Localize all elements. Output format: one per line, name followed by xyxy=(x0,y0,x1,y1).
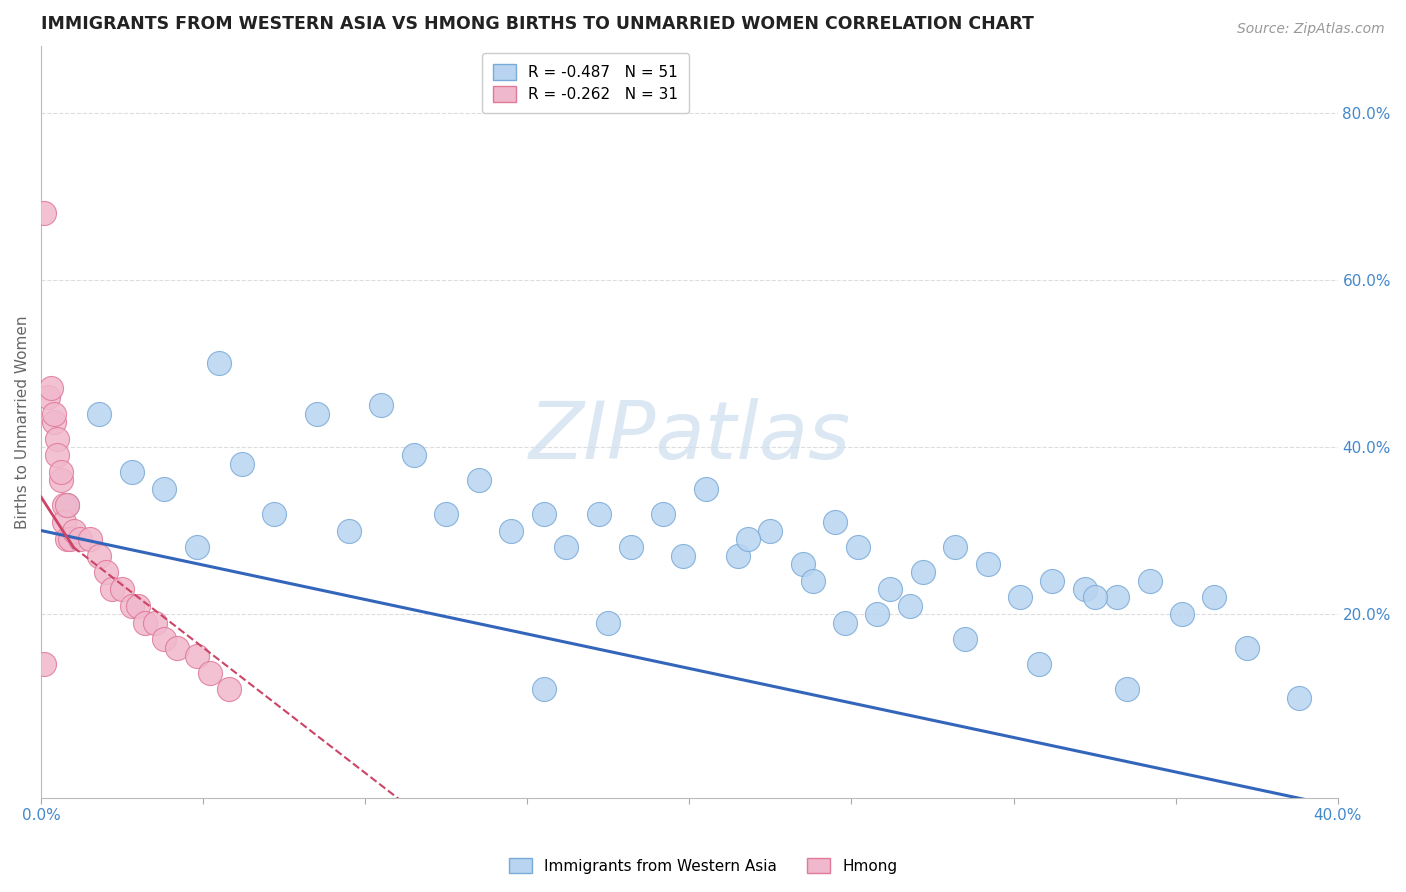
Point xyxy=(46,432,69,446)
Point xyxy=(1074,582,1097,596)
Point xyxy=(46,448,69,462)
Point xyxy=(533,682,555,697)
Point xyxy=(434,507,457,521)
Point xyxy=(801,574,824,588)
Point xyxy=(533,507,555,521)
Point xyxy=(672,549,695,563)
Point xyxy=(467,474,489,488)
Point xyxy=(127,599,149,613)
Point xyxy=(911,566,934,580)
Point xyxy=(166,640,188,655)
Y-axis label: Births to Unmarried Women: Births to Unmarried Women xyxy=(15,315,30,529)
Point xyxy=(846,541,869,555)
Point xyxy=(208,356,231,370)
Point xyxy=(89,407,111,421)
Point xyxy=(727,549,749,563)
Legend: Immigrants from Western Asia, Hmong: Immigrants from Western Asia, Hmong xyxy=(502,852,904,880)
Point xyxy=(652,507,675,521)
Point xyxy=(1204,591,1226,605)
Point xyxy=(1008,591,1031,605)
Point xyxy=(263,507,285,521)
Point xyxy=(337,524,360,538)
Point xyxy=(121,465,143,479)
Point xyxy=(134,615,156,630)
Point xyxy=(89,549,111,563)
Point xyxy=(42,407,65,421)
Point xyxy=(69,532,91,546)
Point xyxy=(59,532,82,546)
Point xyxy=(370,398,392,412)
Point xyxy=(737,532,759,546)
Point xyxy=(1116,682,1139,697)
Point xyxy=(759,524,782,538)
Point xyxy=(56,499,79,513)
Point xyxy=(34,657,56,672)
Point xyxy=(824,515,846,529)
Point xyxy=(101,582,124,596)
Point xyxy=(52,499,75,513)
Point xyxy=(1083,591,1105,605)
Point xyxy=(56,532,79,546)
Point xyxy=(1107,591,1129,605)
Point xyxy=(976,557,998,571)
Point xyxy=(1236,640,1258,655)
Point xyxy=(501,524,523,538)
Point xyxy=(588,507,610,521)
Point xyxy=(953,632,976,647)
Point xyxy=(598,615,620,630)
Point xyxy=(49,474,72,488)
Point xyxy=(943,541,966,555)
Point xyxy=(620,541,643,555)
Point xyxy=(34,206,56,220)
Point xyxy=(186,648,208,663)
Point xyxy=(79,532,101,546)
Point xyxy=(555,541,578,555)
Point xyxy=(153,632,176,647)
Point xyxy=(37,390,59,404)
Point xyxy=(898,599,921,613)
Point xyxy=(62,524,84,538)
Point xyxy=(121,599,143,613)
Point xyxy=(1288,690,1310,705)
Point xyxy=(1042,574,1064,588)
Point xyxy=(305,407,328,421)
Point xyxy=(94,566,117,580)
Point xyxy=(186,541,208,555)
Legend: R = -0.487   N = 51, R = -0.262   N = 31: R = -0.487 N = 51, R = -0.262 N = 31 xyxy=(482,54,689,112)
Point xyxy=(402,448,425,462)
Point xyxy=(1139,574,1161,588)
Point xyxy=(792,557,814,571)
Text: ZIPatlas: ZIPatlas xyxy=(529,398,851,476)
Point xyxy=(866,607,889,622)
Point xyxy=(879,582,901,596)
Text: Source: ZipAtlas.com: Source: ZipAtlas.com xyxy=(1237,22,1385,37)
Point xyxy=(1171,607,1194,622)
Text: IMMIGRANTS FROM WESTERN ASIA VS HMONG BIRTHS TO UNMARRIED WOMEN CORRELATION CHAR: IMMIGRANTS FROM WESTERN ASIA VS HMONG BI… xyxy=(41,15,1033,33)
Point xyxy=(49,465,72,479)
Point xyxy=(52,515,75,529)
Point xyxy=(231,457,253,471)
Point xyxy=(153,482,176,496)
Point xyxy=(198,665,221,680)
Point xyxy=(218,682,240,697)
Point xyxy=(56,499,79,513)
Point xyxy=(834,615,856,630)
Point xyxy=(111,582,134,596)
Point xyxy=(42,415,65,429)
Point xyxy=(143,615,166,630)
Point xyxy=(695,482,717,496)
Point xyxy=(1028,657,1050,672)
Point xyxy=(39,381,62,395)
